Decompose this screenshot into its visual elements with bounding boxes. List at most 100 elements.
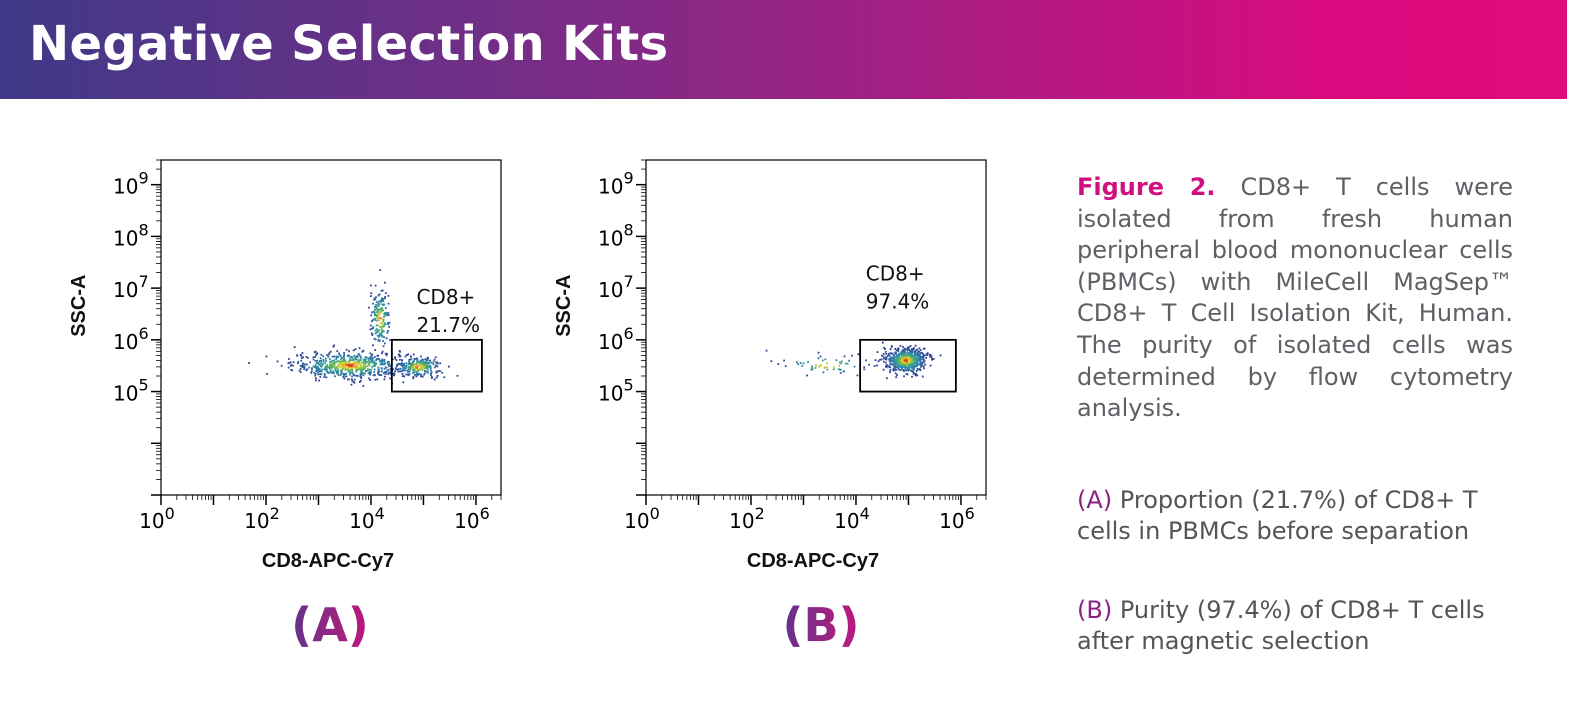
data-point — [375, 363, 378, 365]
data-point — [322, 360, 325, 363]
data-point — [308, 366, 311, 369]
data-point — [319, 376, 322, 378]
data-point — [817, 357, 820, 360]
data-point — [303, 367, 306, 370]
data-point — [392, 368, 395, 371]
data-point — [343, 352, 345, 354]
data-point — [897, 356, 900, 359]
data-point — [429, 369, 432, 372]
data-point — [365, 358, 367, 361]
data-point — [327, 355, 330, 358]
data-point — [416, 358, 419, 360]
data-point — [916, 364, 919, 367]
x-tick-label: 106 — [939, 504, 975, 533]
data-point — [921, 361, 924, 364]
data-point — [329, 361, 332, 364]
data-point — [333, 365, 335, 368]
data-point — [368, 377, 371, 380]
data-point — [379, 317, 382, 320]
data-point — [882, 360, 885, 363]
data-point — [371, 353, 374, 356]
data-point — [405, 373, 408, 376]
data-point — [313, 351, 316, 354]
data-point — [417, 369, 420, 372]
data-point — [902, 351, 905, 354]
data-point — [398, 362, 401, 365]
gate-percent-label: 97.4% — [866, 290, 930, 314]
data-point — [370, 284, 372, 287]
data-point — [314, 359, 317, 362]
data-point — [379, 360, 382, 363]
data-point — [886, 354, 889, 357]
data-point — [287, 358, 290, 360]
data-point — [344, 359, 347, 362]
data-point — [364, 365, 367, 368]
data-point — [351, 375, 353, 378]
data-point — [895, 368, 898, 371]
data-point — [837, 368, 840, 371]
data-point — [289, 361, 292, 364]
data-point — [319, 370, 322, 372]
data-point — [911, 359, 914, 362]
data-point — [399, 367, 402, 370]
data-point — [407, 353, 410, 356]
data-point — [360, 372, 363, 375]
data-point — [381, 299, 383, 301]
data-point — [811, 368, 814, 371]
data-point — [363, 367, 366, 370]
data-point — [373, 311, 376, 314]
data-point — [318, 370, 321, 373]
data-point — [335, 370, 338, 372]
data-point — [343, 377, 346, 380]
data-point — [413, 370, 416, 373]
data-point — [811, 366, 813, 369]
data-point — [297, 362, 299, 365]
data-point — [316, 352, 319, 355]
data-point — [354, 365, 356, 368]
data-point — [381, 350, 384, 353]
data-point — [402, 369, 404, 372]
data-point — [908, 360, 910, 363]
data-point — [388, 363, 391, 365]
data-point — [802, 362, 805, 365]
data-point — [364, 360, 367, 363]
data-point — [340, 358, 343, 361]
data-point — [419, 375, 422, 378]
data-point — [422, 362, 425, 365]
data-point — [315, 379, 317, 382]
data-point — [903, 370, 905, 373]
data-point — [311, 367, 313, 370]
data-point — [399, 362, 402, 365]
figure-label: Figure 2. — [1077, 173, 1216, 201]
data-point — [892, 363, 894, 366]
data-point — [906, 368, 908, 371]
data-point — [352, 364, 355, 366]
data-point — [366, 369, 368, 372]
data-point — [393, 374, 395, 377]
data-point — [814, 367, 817, 369]
data-point — [420, 361, 422, 364]
data-point — [905, 366, 908, 369]
data-point — [428, 362, 431, 365]
data-point — [889, 366, 892, 369]
data-point — [356, 364, 359, 367]
data-point — [312, 358, 315, 361]
data-point — [904, 351, 907, 354]
data-point — [377, 311, 380, 314]
data-point — [339, 355, 342, 358]
data-point — [381, 297, 383, 300]
data-point — [424, 366, 426, 369]
data-point — [826, 368, 829, 371]
gate-name-label: CD8+ — [416, 285, 475, 309]
data-point — [374, 338, 377, 341]
data-point — [341, 360, 344, 363]
data-point — [350, 359, 353, 362]
y-tick-label: 106 — [113, 324, 149, 354]
data-point — [355, 362, 358, 365]
data-point — [356, 361, 358, 364]
data-point — [928, 353, 931, 356]
data-point — [424, 362, 427, 365]
data-point — [300, 354, 303, 357]
data-point — [377, 314, 380, 317]
data-point — [917, 358, 920, 360]
